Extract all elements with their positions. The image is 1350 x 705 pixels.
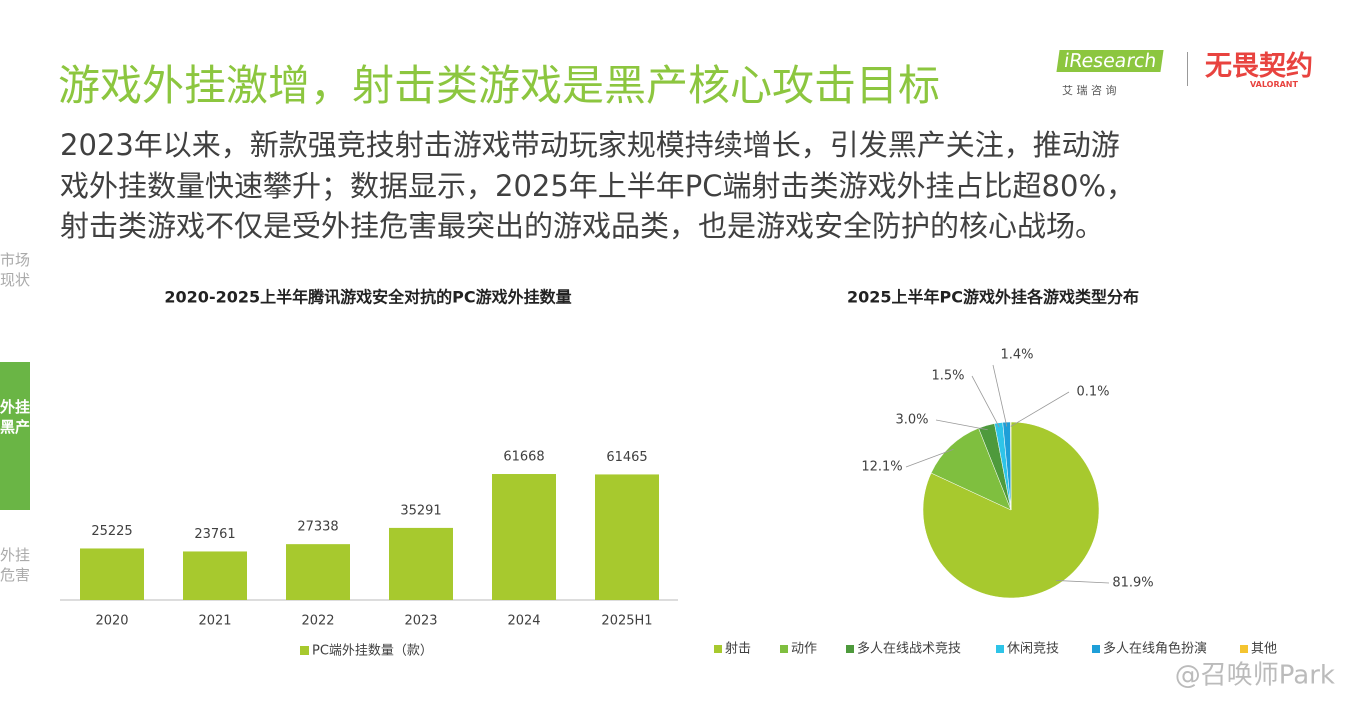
x-tick-label: 2024 [507, 614, 540, 629]
value-label: 35291 [400, 503, 441, 518]
value-label: 1.4% [1000, 348, 1033, 363]
logo-divider [1187, 52, 1188, 86]
bar [492, 474, 556, 600]
x-tick-label: 2023 [404, 614, 437, 629]
legend-swatch [846, 645, 854, 653]
sidebar-item[interactable]: 市场现状 [0, 251, 31, 289]
value-label: 61668 [503, 450, 544, 465]
value-label: 12.1% [861, 460, 902, 475]
leader-line [1010, 391, 1070, 427]
page-title: 游戏外挂激增，射击类游戏是黑产核心攻击目标 [58, 61, 941, 110]
legend-label: PC端外挂数量（款） [312, 644, 433, 659]
iresearch-cn: 艾 瑞 咨 询 [1062, 84, 1117, 97]
legend-swatch [780, 645, 788, 653]
valorant-logo: VALORANT [1250, 80, 1298, 89]
value-label: 25225 [91, 524, 132, 539]
leader-line [1055, 580, 1110, 584]
legend-swatch [1240, 645, 1248, 653]
value-label: 1.5% [931, 369, 964, 384]
value-label: 27338 [297, 520, 338, 535]
body-text: 戏外挂数量快速攀升；数据显示，2025年上半年PC端射击类游戏外挂占比超80%， [60, 169, 1135, 203]
body-text: 2023年以来，新款强竞技射击游戏带动玩家规模持续增长，引发黑产关注，推动游 [60, 128, 1120, 162]
bar [183, 551, 247, 600]
chart-title: 2025上半年PC游戏外挂各游戏类型分布 [847, 288, 1139, 307]
legend-swatch [714, 645, 722, 653]
x-tick-label: 2022 [301, 614, 334, 629]
value-label: 3.0% [895, 413, 928, 428]
leader-line [971, 375, 1000, 428]
value-label: 81.9% [1112, 576, 1153, 591]
watermark: @召唤师Park [1175, 661, 1335, 691]
sidebar-active-bg [0, 362, 30, 510]
legend-label: 动作 [791, 642, 817, 657]
legend-swatch [300, 646, 309, 655]
legend-label: 射击 [725, 641, 751, 657]
pie-slice [930, 427, 1012, 511]
legend-swatch [1092, 645, 1100, 653]
bar [389, 527, 453, 600]
body-text: 射击类游戏不仅是受外挂危害最突出的游戏品类，也是游戏安全防护的核心战场。 [60, 209, 1105, 243]
sidebar-item[interactable]: 外挂危害 [0, 546, 31, 584]
legend-label: 多人在线角色扮演 [1103, 641, 1207, 657]
valorant-cn: 无畏契约 [1205, 51, 1313, 82]
value-label: 61465 [606, 450, 647, 465]
legend-label: 多人在线战术竞技 [857, 641, 961, 657]
pie-slice [1010, 421, 1012, 511]
x-tick-label: 2020 [95, 614, 128, 629]
leader-line [992, 364, 1008, 427]
bar [595, 474, 659, 600]
bar [286, 544, 350, 600]
leader-line [935, 419, 988, 431]
value-label: 23761 [194, 527, 235, 542]
x-tick-label: 2025H1 [601, 614, 652, 629]
bar [80, 548, 144, 600]
legend-label: 休闲竞技 [1007, 641, 1059, 657]
legend-swatch [996, 645, 1004, 653]
legend-label: 其他 [1251, 642, 1277, 657]
x-tick-label: 2021 [198, 614, 231, 629]
chart-title: 2020-2025上半年腾讯游戏安全对抗的PC游戏外挂数量 [164, 288, 571, 307]
leader-line [905, 448, 954, 468]
sidebar-item[interactable]: 外挂黑产 [0, 398, 31, 436]
value-label: 0.1% [1076, 385, 1109, 400]
pie-slice [922, 421, 1100, 599]
